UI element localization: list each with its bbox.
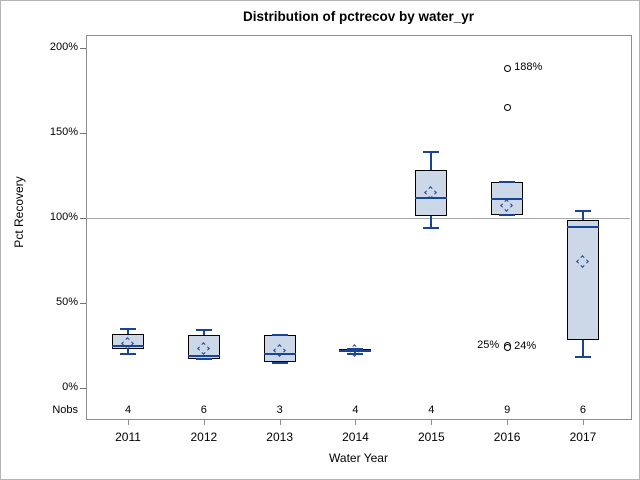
x-axis-tick — [431, 419, 433, 425]
x-axis-title: Water Year — [329, 451, 388, 465]
outlier-label: 25% — [477, 338, 500, 351]
nobs-value: 4 — [124, 404, 132, 416]
median-line — [415, 196, 448, 199]
lower-whisker-cap — [195, 358, 212, 361]
lower-whisker — [430, 216, 433, 229]
lower-whisker-cap — [120, 353, 136, 355]
upper-whisker — [581, 211, 584, 220]
upper-whisker-cap — [423, 150, 440, 153]
lower-whisker-cap — [271, 361, 288, 364]
nobs-value: 3 — [276, 404, 283, 416]
y-axis-tick — [80, 388, 86, 389]
y-axis-tick-label: 50% — [55, 296, 78, 308]
x-axis-tick — [203, 419, 205, 425]
median-line — [187, 354, 220, 357]
lower-whisker-cap — [574, 356, 591, 359]
outlier-label: 188% — [514, 61, 543, 74]
outlier-point — [503, 64, 511, 72]
x-axis-tick-label: 2011 — [115, 430, 141, 444]
upper-whisker — [127, 328, 129, 334]
median-line — [112, 344, 144, 347]
chart-title: Distribution of pctrecov by water_yr — [242, 9, 475, 24]
upper-whisker — [430, 151, 433, 171]
nobs-value: 4 — [352, 404, 359, 416]
upper-whisker-cap — [347, 347, 364, 350]
lower-whisker-cap — [423, 227, 440, 230]
y-axis-tick — [80, 303, 86, 304]
outlier-point — [503, 343, 511, 351]
nobs-value: 6 — [579, 404, 587, 416]
x-axis-tick — [582, 419, 584, 425]
outlier-point — [503, 104, 511, 111]
nobs-value: 9 — [504, 404, 511, 416]
y-axis-title: Pct Recovery — [12, 176, 26, 248]
median-line — [566, 225, 599, 228]
upper-whisker-cap — [120, 327, 136, 330]
lower-whisker — [581, 340, 584, 358]
median-line — [491, 198, 524, 201]
x-axis-tick — [507, 419, 509, 425]
iqr-box — [415, 170, 448, 217]
x-axis-tick-label: 2017 — [569, 430, 597, 444]
y-axis-tick-label: 150% — [49, 126, 78, 138]
upper-whisker-cap — [574, 210, 591, 213]
iqr-box — [566, 219, 599, 341]
x-axis-tick-label: 2016 — [493, 430, 521, 444]
x-axis-tick — [279, 419, 281, 425]
lower-whisker — [127, 348, 129, 354]
nobs-value: 4 — [428, 404, 435, 416]
x-axis-tick-label: 2014 — [342, 430, 369, 444]
y-axis-tick — [80, 133, 86, 134]
x-axis-tick — [128, 419, 129, 425]
reference-line-100pct — [86, 218, 630, 219]
median-line — [263, 353, 296, 355]
lower-whisker-cap — [499, 213, 516, 216]
y-axis-tick — [80, 48, 86, 49]
upper-whisker-cap — [195, 329, 212, 332]
y-axis-tick-label: 0% — [62, 381, 78, 393]
y-axis-tick-label: 100% — [49, 211, 78, 223]
x-axis-tick-label: 2012 — [190, 430, 218, 444]
plot-area — [86, 35, 632, 420]
y-axis-tick-label: 200% — [49, 41, 78, 53]
nobs-row-label: Nobs — [52, 404, 78, 416]
lower-whisker-cap — [347, 353, 364, 355]
upper-whisker-cap — [499, 181, 516, 184]
upper-whisker-cap — [271, 334, 288, 337]
outlier-label: 24% — [514, 340, 537, 353]
x-axis-tick-label: 2015 — [417, 430, 445, 444]
upper-whisker — [202, 330, 205, 336]
y-axis-tick — [80, 218, 86, 219]
median-line — [339, 349, 372, 352]
nobs-value: 6 — [200, 404, 207, 416]
x-axis-tick — [355, 419, 357, 425]
x-axis-tick-label: 2013 — [266, 430, 293, 444]
